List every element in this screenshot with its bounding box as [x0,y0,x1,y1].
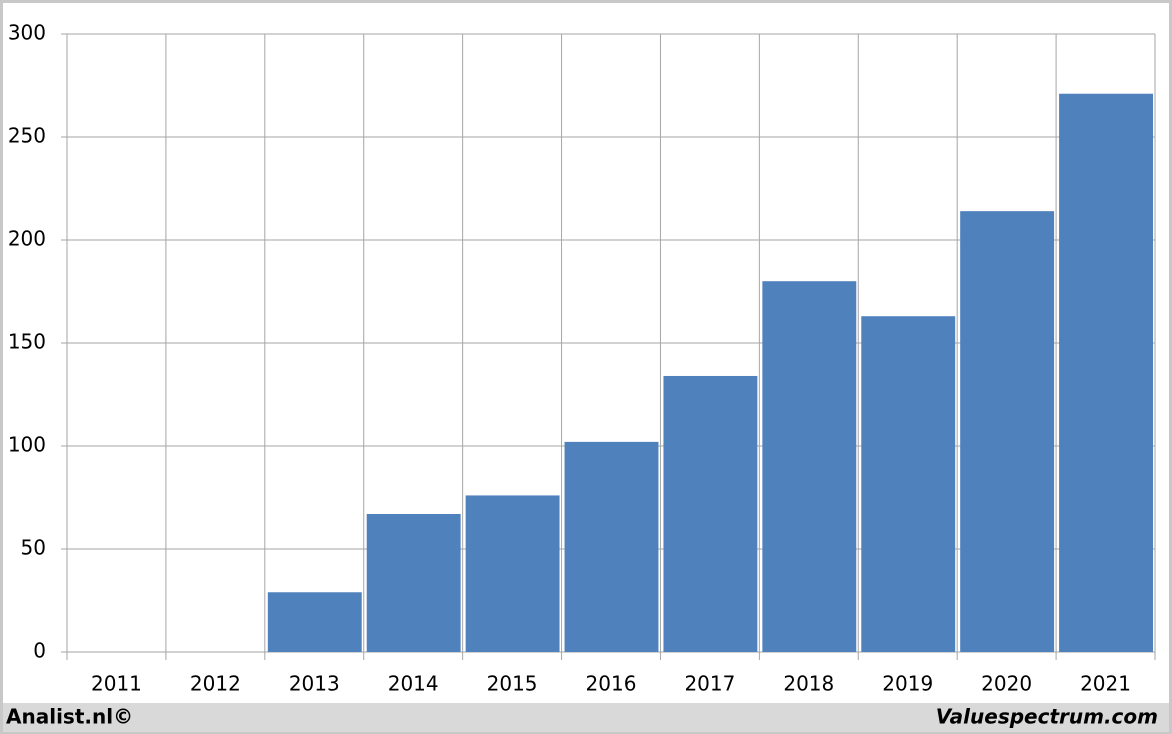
footer-band [3,703,1169,732]
bar [663,375,758,652]
bar [465,495,560,652]
x-tick-label: 2015 [487,672,538,696]
y-tick-label: 250 [8,124,46,148]
y-tick-label: 50 [21,536,46,560]
bar [267,592,362,652]
y-tick-label: 0 [33,639,46,663]
x-tick-label: 2019 [882,672,933,696]
y-tick-label: 300 [8,21,46,45]
x-tick-label: 2018 [783,672,834,696]
x-tick-label: 2020 [981,672,1032,696]
bar [564,441,659,652]
y-tick-label: 100 [8,433,46,457]
y-tick-label: 200 [8,227,46,251]
bar [762,281,857,652]
x-tick-label: 2017 [684,672,735,696]
footer-left: Analist.nl© [6,705,133,729]
bar [960,211,1055,652]
x-tick-label: 2014 [388,672,439,696]
x-tick-label: 2016 [586,672,637,696]
bar [1059,93,1153,653]
bar [861,316,956,652]
x-tick-label: 2011 [91,672,142,696]
bar [366,513,461,652]
x-tick-label: 2021 [1080,672,1131,696]
footer-right: Valuespectrum.com [936,705,1158,729]
x-tick-label: 2012 [190,672,241,696]
x-tick-label: 2013 [289,672,340,696]
y-tick-label: 150 [8,330,46,354]
